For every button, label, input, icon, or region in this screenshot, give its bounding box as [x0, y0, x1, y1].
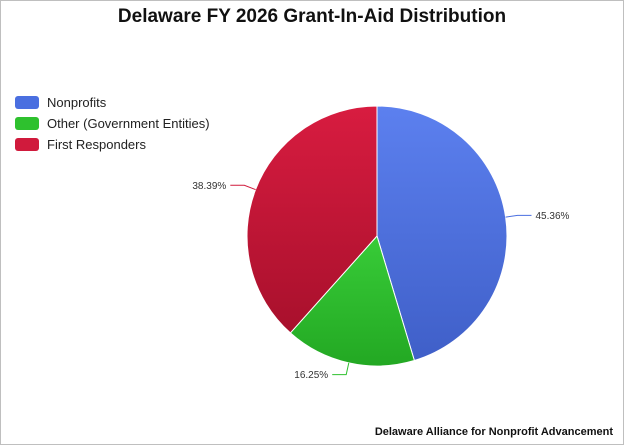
pie-slice-nonprofits[interactable]	[376, 105, 508, 362]
data-label-nonprofits: 45.36%	[536, 211, 570, 222]
legend-swatch-other-government	[15, 117, 39, 130]
legend-swatch-first-responders	[15, 138, 39, 151]
chart-title: Delaware FY 2026 Grant-In-Aid Distributi…	[117, 6, 507, 27]
legend-label-nonprofits: Nonprofits	[47, 95, 107, 110]
leader-line-other-government	[332, 362, 350, 376]
leader-line-first-responders	[230, 184, 256, 191]
data-label-other-government: 16.25%	[294, 370, 328, 381]
legend-label-first-responders: First Responders	[47, 137, 146, 152]
legend-item-first-responders[interactable]: First Responders	[15, 134, 210, 155]
source-note: Delaware Alliance for Nonprofit Advancem…	[374, 426, 613, 438]
legend-swatch-nonprofits	[15, 96, 39, 109]
legend: Nonprofits Other (Government Entities) F…	[15, 92, 210, 155]
leader-line-nonprofits	[505, 214, 532, 218]
legend-item-other-government[interactable]: Other (Government Entities)	[15, 113, 210, 134]
legend-item-nonprofits[interactable]: Nonprofits	[15, 92, 210, 113]
legend-label-other-government: Other (Government Entities)	[47, 116, 210, 131]
data-label-first-responders: 38.39%	[192, 181, 226, 192]
